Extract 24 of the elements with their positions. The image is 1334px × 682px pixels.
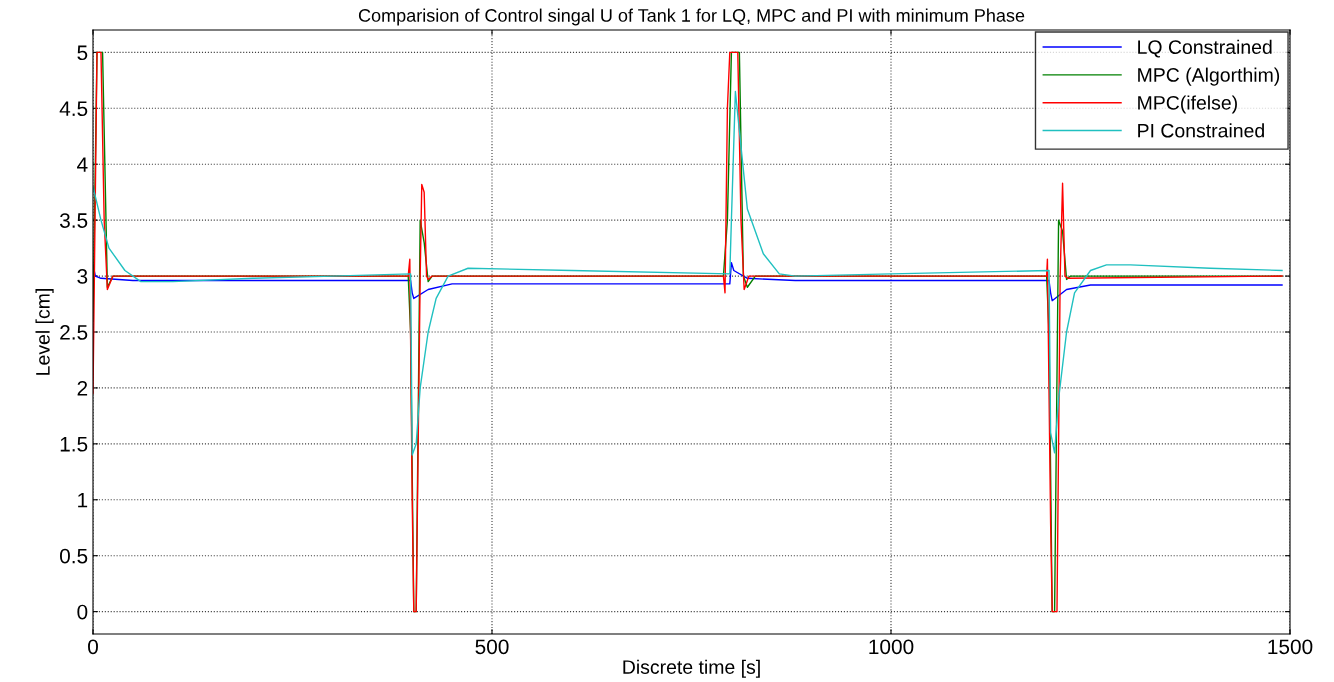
- y-tick-label: 0: [77, 604, 88, 620]
- y-tick-label: 2.5: [60, 325, 88, 340]
- legend-label: PI Constrained: [1138, 123, 1264, 138]
- legend-label: MPC(ifelse): [1138, 95, 1237, 114]
- y-tick-label: 2: [77, 380, 88, 396]
- y-tick-label: 0.5: [59, 548, 88, 564]
- x-tick-label: 1500: [1268, 639, 1313, 655]
- y-tick-label: 5: [77, 45, 88, 61]
- legend-label: LQ Constrained: [1138, 39, 1272, 58]
- x-tick-label: 500: [475, 639, 509, 655]
- y-axis-title: Level [cm]: [35, 289, 54, 375]
- x-tick-label: 0: [88, 639, 98, 655]
- line-series: [93, 261, 1283, 302]
- y-tick-label: 1.5: [60, 437, 88, 452]
- legend-label: MPC (Algorthim): [1138, 67, 1280, 86]
- chart-title: Comparision of Control singal U of Tank 1 for LQ, MPC and PI with minimum Phase: [358, 8, 1025, 26]
- y-tick-label: 4.5: [59, 101, 88, 117]
- x-tick-label: 1000: [869, 639, 914, 655]
- line-series: [93, 90, 1283, 456]
- y-tick-label: 4: [77, 157, 88, 172]
- y-tick-label: 1: [78, 492, 88, 508]
- y-tick-label: 3: [77, 269, 88, 284]
- x-axis-title: Discrete time [s]: [623, 659, 760, 678]
- y-tick-label: 3.5: [59, 213, 88, 228]
